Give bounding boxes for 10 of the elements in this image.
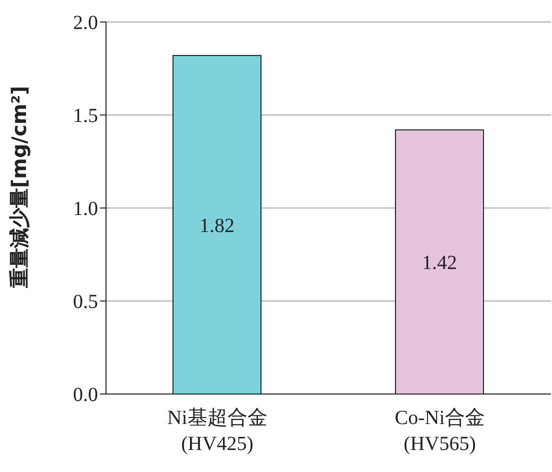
y-tick-label: 1.0	[73, 198, 98, 220]
y-tick-label: 0.0	[73, 384, 98, 406]
x-tick-label: Ni基超合金 (HV425)	[167, 407, 268, 455]
x-tick-label: Co-Ni合金 (HV565)	[394, 407, 485, 455]
y-axis-title: 重量減少量[mg/cm²]	[7, 86, 32, 289]
y-tick-label: 0.5	[73, 291, 98, 314]
y-tick-label: 1.5	[73, 105, 98, 128]
y-tick-label: 2.0	[73, 12, 98, 34]
data-label: 1.42	[422, 252, 457, 274]
data-label: 1.82	[200, 214, 234, 237]
